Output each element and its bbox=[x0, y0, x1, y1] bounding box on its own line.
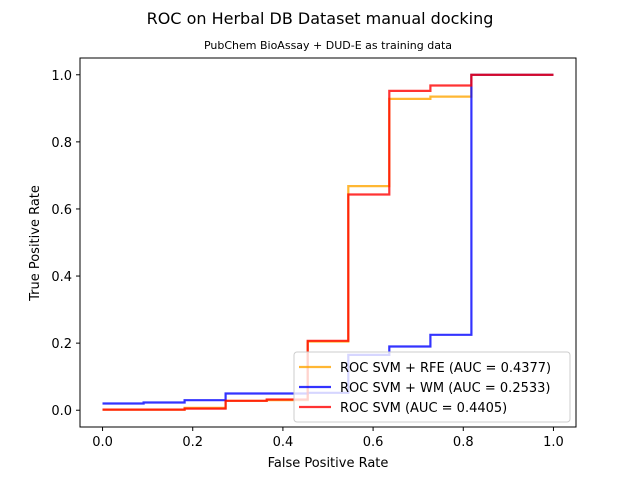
axis-ticks: 0.0 0.2 0.4 0.6 0.8 1.0 0.0 0.2 0.4 0.6 0.8 1.0 bbox=[51, 69, 563, 450]
x-tick-label: 0.4 bbox=[273, 435, 294, 450]
roc-series-line-3 bbox=[102, 73, 554, 411]
legend-label-3: ROC SVM (AUC = 0.4405) bbox=[340, 401, 507, 416]
y-tick-label: 0.6 bbox=[51, 203, 72, 218]
y-axis-label: True Positive Rate bbox=[28, 185, 43, 302]
chart-subtitle: PubChem BioAssay + DUD-E as training dat… bbox=[204, 39, 452, 52]
legend: ROC SVM + RFE (AUC = 0.4377) ROC SVM + WM… bbox=[293, 351, 571, 423]
x-tick-label: 0.2 bbox=[182, 435, 203, 450]
y-tick-label: 1.0 bbox=[51, 69, 72, 84]
plot-frame bbox=[79, 57, 577, 428]
legend-label-1: ROC SVM + RFE (AUC = 0.4377) bbox=[340, 361, 551, 376]
x-tick-label: 1.0 bbox=[543, 435, 564, 450]
x-tick-label: 0.0 bbox=[92, 435, 113, 450]
y-tick-label: 0.0 bbox=[51, 404, 72, 419]
legend-box bbox=[293, 351, 571, 423]
chart-title: ROC on Herbal DB Dataset manual docking bbox=[147, 9, 494, 28]
x-tick-label: 0.8 bbox=[453, 435, 474, 450]
legend-label-2: ROC SVM + WM (AUC = 0.2533) bbox=[340, 381, 550, 396]
x-tick-label: 0.6 bbox=[363, 435, 384, 450]
y-tick-label: 0.4 bbox=[51, 270, 72, 285]
x-axis-label: False Positive Rate bbox=[268, 456, 389, 471]
y-tick-label: 0.8 bbox=[51, 136, 72, 151]
y-tick-label: 0.2 bbox=[51, 337, 72, 352]
